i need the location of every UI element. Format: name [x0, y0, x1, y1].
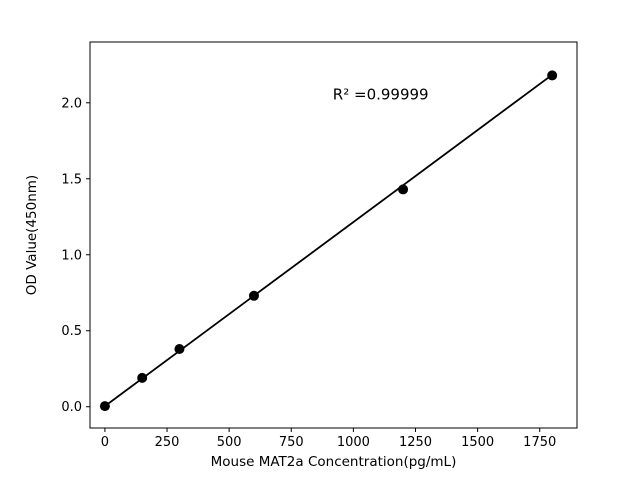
- x-tick-label: 250: [155, 435, 180, 450]
- axes-box: [89, 41, 578, 429]
- data-point: [99, 401, 110, 412]
- x-tick-label: 1000: [337, 435, 370, 450]
- x-tick-label: 750: [279, 435, 304, 450]
- r-squared-annotation: R² =0.99999: [333, 86, 429, 104]
- data-point: [137, 372, 148, 383]
- x-tick-label: 1750: [523, 435, 556, 450]
- data-point: [248, 290, 259, 301]
- x-tick-label: 500: [217, 435, 242, 450]
- y-tick-label: 1.0: [61, 248, 82, 263]
- x-tick-label: 0: [101, 435, 109, 450]
- data-point: [547, 70, 558, 81]
- data-point: [174, 343, 185, 354]
- y-tick-label: 1.5: [61, 172, 82, 187]
- y-tick-label: 0.0: [61, 400, 82, 415]
- x-tick-label: 1500: [461, 435, 494, 450]
- data-point: [398, 184, 409, 195]
- x-axis-label: Mouse MAT2a Concentration(pg/mL): [211, 454, 457, 470]
- x-tick-label: 1250: [399, 435, 432, 450]
- y-axis-label: OD Value(450nm): [24, 175, 40, 295]
- y-tick-label: 0.5: [61, 324, 82, 339]
- y-tick-label: 2.0: [61, 96, 82, 111]
